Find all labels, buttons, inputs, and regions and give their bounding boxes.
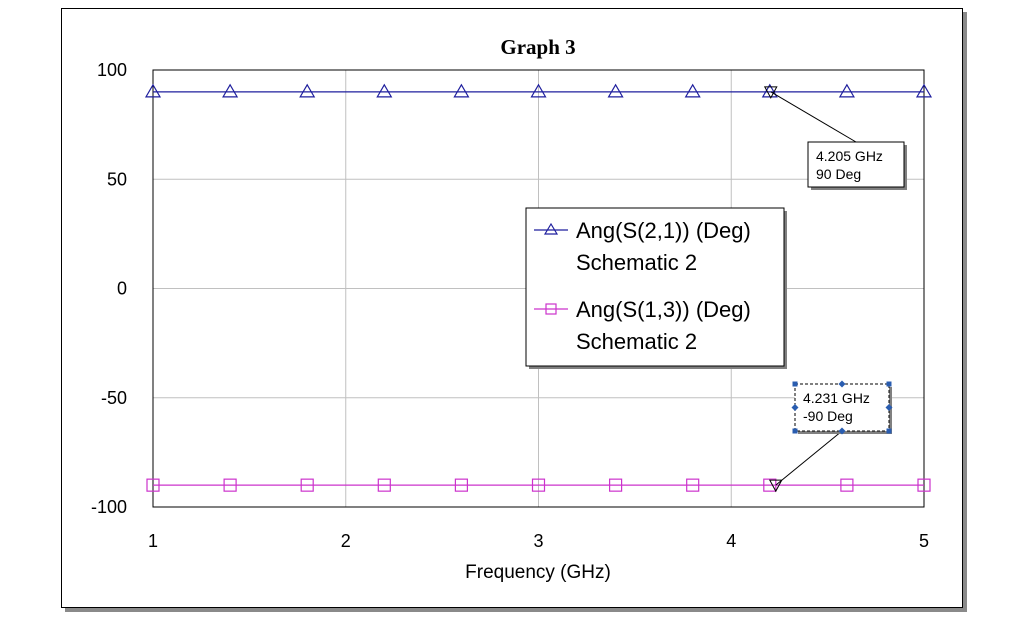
legend-source: Schematic 2	[576, 329, 697, 354]
y-tick-label: 100	[97, 60, 127, 80]
data-point	[299, 83, 316, 98]
selection-handle[interactable]	[886, 381, 892, 387]
selection-handle[interactable]	[885, 404, 893, 411]
annotation-marker[interactable]	[768, 479, 783, 493]
selection-handle[interactable]	[886, 428, 892, 434]
selection-handle[interactable]	[791, 404, 799, 411]
data-point	[915, 83, 933, 98]
legend-label: Ang(S(2,1)) (Deg)	[576, 218, 751, 243]
data-point	[607, 83, 624, 98]
annotation-value: -90 Deg	[803, 408, 853, 424]
graph-window	[61, 8, 963, 608]
legend-source: Schematic 2	[576, 250, 697, 275]
selection-handle[interactable]	[792, 428, 798, 434]
annotation-leader	[775, 430, 843, 486]
annotation-box[interactable]	[807, 141, 905, 188]
chart-title: Graph 3	[500, 35, 575, 59]
annotation-marker[interactable]	[763, 86, 778, 99]
data-point	[144, 83, 162, 98]
data-point	[840, 478, 854, 492]
data-point	[146, 478, 160, 492]
data-point	[454, 478, 468, 492]
legend-swatch-marker	[543, 222, 559, 235]
x-tick-label: 2	[341, 531, 351, 551]
legend-swatch-marker	[545, 303, 557, 315]
data-point	[376, 83, 393, 98]
data-point	[531, 478, 546, 492]
selection-handle[interactable]	[838, 427, 846, 435]
data-point	[530, 83, 547, 98]
annotation-leader	[770, 91, 857, 143]
y-tick-label: 0	[117, 279, 127, 299]
x-axis-label: Frequency (GHz)	[465, 562, 611, 583]
data-point	[917, 478, 931, 492]
annotation-frequency: 4.205 GHz	[816, 148, 883, 164]
y-tick-label: -50	[101, 388, 127, 408]
annotation-value: 90 Deg	[816, 166, 861, 182]
selection-handle[interactable]	[838, 380, 846, 388]
y-tick-label: 50	[107, 169, 127, 189]
data-point	[608, 478, 623, 492]
data-point	[223, 478, 237, 492]
data-point	[377, 478, 391, 492]
legend	[525, 207, 785, 367]
annotation-frequency: 4.231 GHz	[803, 390, 870, 406]
plot-area	[152, 69, 925, 508]
selection-handle[interactable]	[792, 381, 798, 387]
legend-label: Ang(S(1,3)) (Deg)	[576, 297, 751, 322]
data-point	[684, 83, 701, 98]
data-point	[453, 83, 470, 98]
x-tick-label: 1	[148, 531, 158, 551]
x-tick-label: 5	[919, 531, 929, 551]
x-tick-label: 4	[726, 531, 736, 551]
data-point	[838, 83, 855, 98]
data-point	[686, 478, 700, 492]
data-point	[300, 478, 314, 492]
data-point	[222, 83, 239, 98]
x-tick-label: 3	[533, 531, 543, 551]
y-tick-label: -100	[91, 497, 127, 517]
